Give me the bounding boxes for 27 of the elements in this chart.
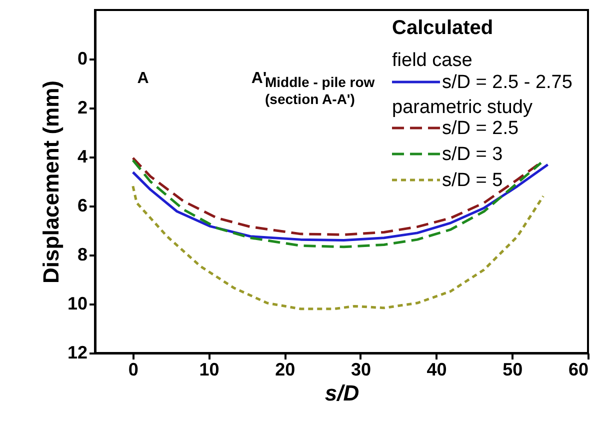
annotation: parametric study [392, 97, 533, 118]
legend-label: s/D = 5 [442, 170, 503, 191]
annotation: field case [392, 50, 472, 71]
legend-label: s/D = 2.5 - 2.75 [442, 72, 572, 93]
x-tick-label: 0 [128, 360, 138, 380]
y-tick-label: 10 [67, 294, 88, 314]
x-tick-label: 30 [350, 360, 371, 380]
y-tick-label: 12 [67, 342, 88, 362]
x-tick-label: 50 [502, 360, 523, 380]
legend-label: s/D = 2.5 [442, 118, 519, 139]
x-axis-title: s/D [324, 380, 360, 406]
annotation: A' [251, 70, 267, 87]
annotation: A [137, 70, 150, 87]
x-tick-label: 20 [275, 360, 296, 380]
x-tick-label: 10 [199, 360, 220, 380]
y-tick-label: 8 [77, 244, 88, 264]
y-tick-label: 0 [77, 48, 88, 68]
legend-label: s/D = 3 [442, 144, 503, 165]
line-series [132, 184, 544, 310]
y-tick-label: 2 [77, 98, 88, 118]
annotation: Middle - pile row (section A-A') [265, 74, 375, 107]
y-tick-label: 6 [77, 196, 88, 216]
legend-title: Calculated [392, 17, 494, 39]
x-tick-label: 40 [426, 360, 447, 380]
y-tick-label: 4 [77, 146, 88, 166]
x-tick-label: 60 [568, 360, 588, 380]
y-axis-title: Displacement (mm) [38, 80, 64, 284]
